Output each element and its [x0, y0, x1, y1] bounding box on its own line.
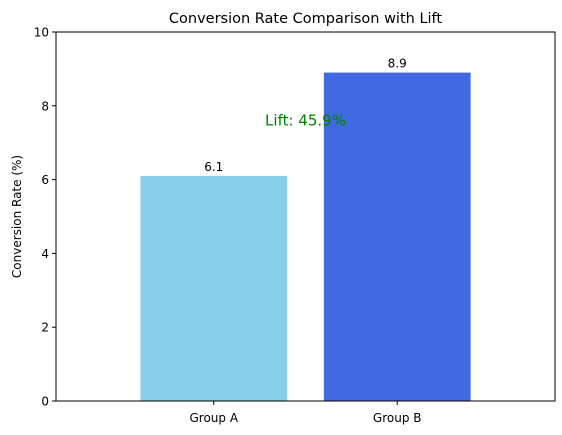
y-tick-label: 10 [34, 26, 49, 40]
bar-2 [323, 72, 471, 401]
data-label-1: 6.1 [204, 160, 223, 174]
y-tick-label: 2 [41, 321, 49, 335]
chart-title: Conversion Rate Comparison with Lift [169, 11, 443, 27]
y-tick-label: 4 [41, 247, 49, 261]
bar-1 [140, 175, 288, 401]
data-label-2: 8.9 [388, 57, 407, 71]
lift-annotation: Lift: 45.9% [265, 112, 346, 130]
plot-frame [55, 31, 556, 402]
y-axis-label: Conversion Rate (%) [10, 155, 24, 278]
y-tick-label: 8 [41, 99, 49, 113]
y-tick-label: 6 [41, 173, 49, 187]
x-tick-label: Group B [373, 411, 422, 425]
y-tick-label: 0 [41, 395, 49, 409]
x-tick-label: Group A [189, 411, 238, 425]
